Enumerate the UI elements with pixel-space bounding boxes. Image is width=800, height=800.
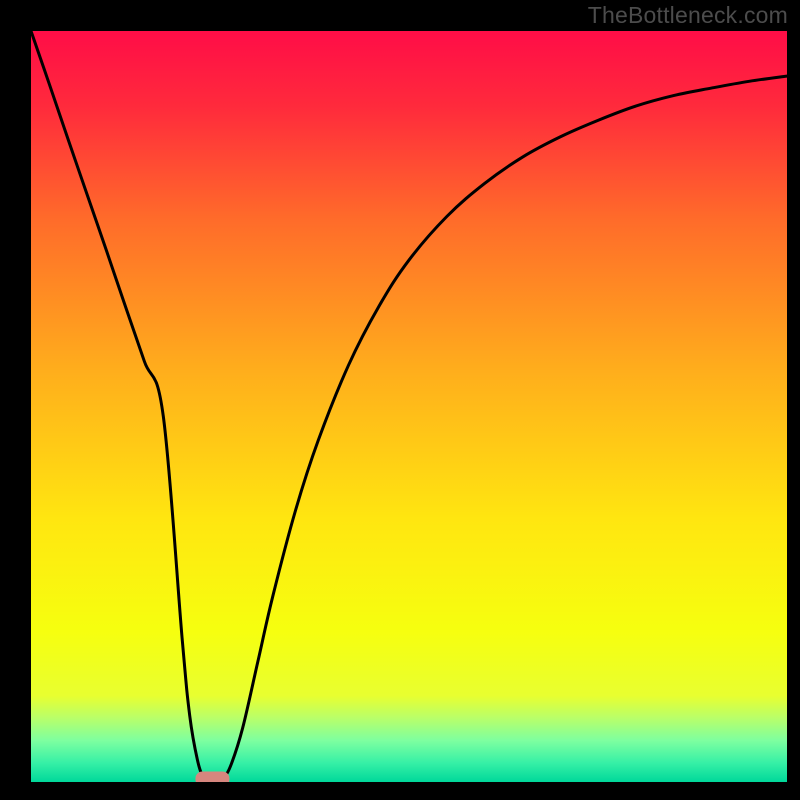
plot-area [31, 31, 787, 782]
chart-svg [31, 31, 787, 782]
min-marker [195, 772, 229, 783]
chart-container: TheBottleneck.com [0, 0, 800, 800]
watermark-text: TheBottleneck.com [588, 2, 788, 29]
gradient-background [31, 31, 787, 782]
